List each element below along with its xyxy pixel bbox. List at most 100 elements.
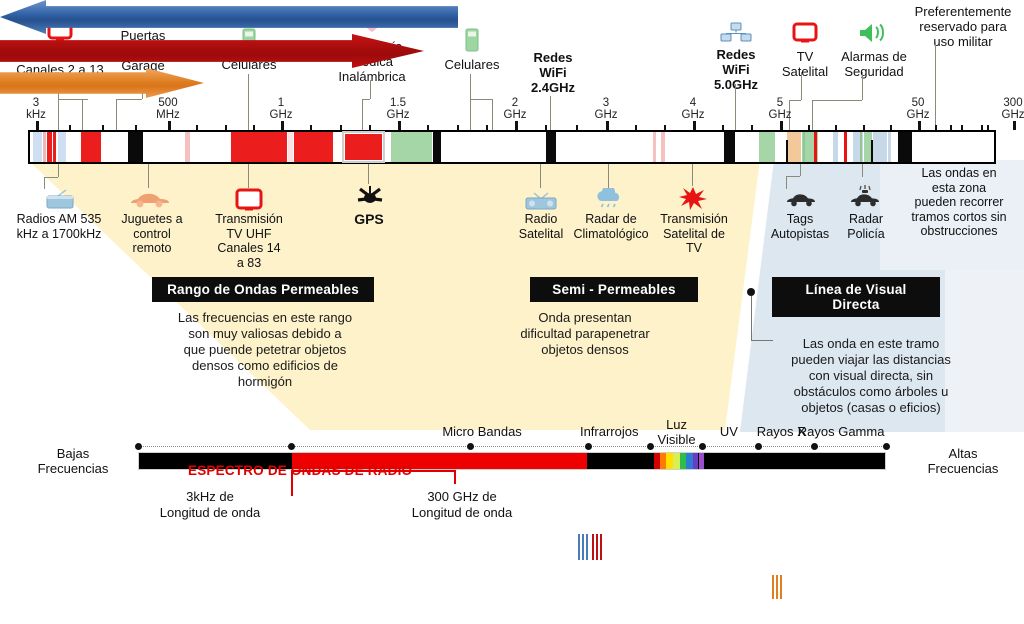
leader-line	[608, 164, 609, 188]
label-radio-spectrum: ESPECTRO DE ONDAS DE RADIO	[188, 463, 413, 478]
arrow-divider-blue	[578, 534, 588, 560]
banner-semipermeable: Semi - Permeables	[530, 277, 698, 302]
callout-highway-tags: Tags Autopistas	[766, 212, 834, 241]
arrow-radioactive-label: RADIACIONES IONIZANTES RADIACTIVAS	[792, 578, 942, 614]
label-line: Frecuencias	[927, 461, 999, 476]
axis-tick-label: 500 MHz	[156, 97, 180, 121]
police-car-icon	[848, 184, 882, 211]
tick-minor	[69, 125, 71, 130]
tick-minor	[890, 125, 893, 130]
callout-line: Celulares	[444, 57, 500, 72]
em-band-marker	[287, 443, 295, 450]
tick-minor	[635, 125, 637, 130]
tick-minor	[751, 125, 753, 130]
leader-line	[368, 164, 369, 184]
note-line: obstrucciones	[920, 224, 998, 238]
label-wavelength-3khz: 3kHz de Longitud de onda	[128, 489, 292, 520]
callout-line: a 83	[236, 255, 262, 270]
callout-line: Puertas	[120, 28, 166, 43]
em-band-label: Infrarrojos	[579, 424, 639, 439]
callout-line: Seguridad	[844, 64, 904, 79]
leader-line	[362, 99, 363, 130]
paragraph-line: objetos densos	[541, 342, 629, 357]
paragraph-permeable: Las frecuencias en este rango son muy va…	[158, 310, 372, 390]
axis-tick-label: 2 GHz	[503, 97, 527, 121]
leader-line	[692, 164, 693, 186]
tv-icon	[776, 22, 834, 47]
leader-line	[58, 99, 88, 100]
em-dotted-guide	[138, 446, 886, 447]
label-line: 3kHz de	[186, 489, 234, 504]
satellite-icon	[356, 184, 384, 213]
axis-tick-label: 3 kHz	[26, 97, 46, 121]
leader-line	[116, 99, 142, 100]
leader-line	[248, 164, 249, 188]
leader-line-military	[935, 42, 936, 154]
tick-major	[780, 121, 783, 130]
network-icon	[700, 22, 772, 45]
callout-line: GPS	[354, 211, 384, 227]
paragraph-semipermeable: Onda presentan dificultad parapenetrar o…	[488, 310, 682, 358]
leader-line	[862, 164, 863, 177]
tick-major	[168, 121, 171, 130]
label-line: Longitud de onda	[411, 504, 513, 520]
callout-line: Preferentemente	[914, 4, 1012, 19]
leader-line	[44, 177, 58, 178]
callout-police-radar: Radar Policía	[836, 212, 896, 241]
callout-line: Policía	[847, 226, 885, 241]
callout-line: Juguetes a	[121, 212, 183, 226]
axis-tick-label: 1 GHz	[269, 97, 293, 121]
callout-line: reservado para	[919, 19, 1007, 34]
spectrum-bar-body	[28, 130, 996, 164]
callout-line: Radio	[524, 212, 558, 226]
paragraph-line: hormigón	[237, 374, 293, 389]
leader-line	[248, 74, 249, 130]
paragraph-line: que puende petetrar objetos	[183, 342, 347, 357]
callout-line: Satelital de	[663, 226, 725, 241]
callout-weather-radar: Radar de Climatológico	[570, 212, 652, 241]
axis-tick-label: 50 GHz	[906, 97, 930, 121]
paragraph-line-of-sight: Las onda en este tramo pueden viajar las…	[770, 336, 972, 416]
tv-icon	[235, 188, 263, 215]
callout-cellular-2: Celulares	[428, 28, 516, 72]
leader-line	[148, 164, 149, 188]
em-band-marker	[811, 443, 819, 450]
label-low-frequencies: Bajas Frecuencias	[18, 446, 128, 476]
paragraph-line: pueden viajar las distancias	[791, 352, 951, 367]
tick-major	[515, 121, 518, 130]
leader-line	[470, 74, 471, 99]
callout-line: Redes	[716, 47, 756, 62]
label-line: Bajas	[56, 446, 90, 461]
em-band-marker	[134, 443, 142, 450]
tick-major	[1013, 121, 1016, 130]
arrow-non-ionizing-label: RADIACIONES NO IONIZANTES	[258, 540, 442, 552]
paragraph-line: Las onda en este tramo	[802, 336, 940, 351]
leader-line	[540, 164, 541, 188]
leader-line	[370, 80, 371, 99]
callout-am-radio: Radios AM 535 kHz a 1700kHz	[0, 212, 118, 241]
callout-line: kHz a 1700kHz	[16, 226, 102, 241]
label-line: Frecuencias	[37, 461, 109, 476]
banner-line-of-sight: Línea de Visual Directa	[772, 277, 940, 317]
paragraph-line: objetos (casas o eficios)	[801, 400, 941, 415]
tick-minor	[224, 125, 227, 130]
tick-major	[918, 121, 921, 130]
label-line: Longitud de onda	[159, 504, 261, 520]
callout-line: TV	[796, 49, 814, 64]
em-band-marker	[646, 443, 654, 450]
tick-minor	[427, 125, 430, 130]
em-band-label: UV	[719, 424, 738, 439]
axis-tick-label: 4 GHz	[681, 97, 705, 121]
callout-gps: GPS	[340, 212, 398, 227]
label-line: Altas	[948, 446, 978, 461]
tick-minor	[835, 125, 838, 130]
arrow-label-line: RADIACIONES IONIZANTES	[824, 578, 910, 602]
note-line: esta zona	[931, 180, 987, 195]
callout-line: Canales 14	[217, 241, 281, 255]
tick-minor	[196, 125, 199, 130]
callout-line: Radios AM 535	[16, 212, 102, 226]
note-short-distances: Las ondas en esta zona pueden recorrer t…	[896, 166, 1022, 239]
paragraph-line: dificultad parapenetrar	[520, 326, 650, 341]
callout-line: remoto	[132, 241, 172, 255]
